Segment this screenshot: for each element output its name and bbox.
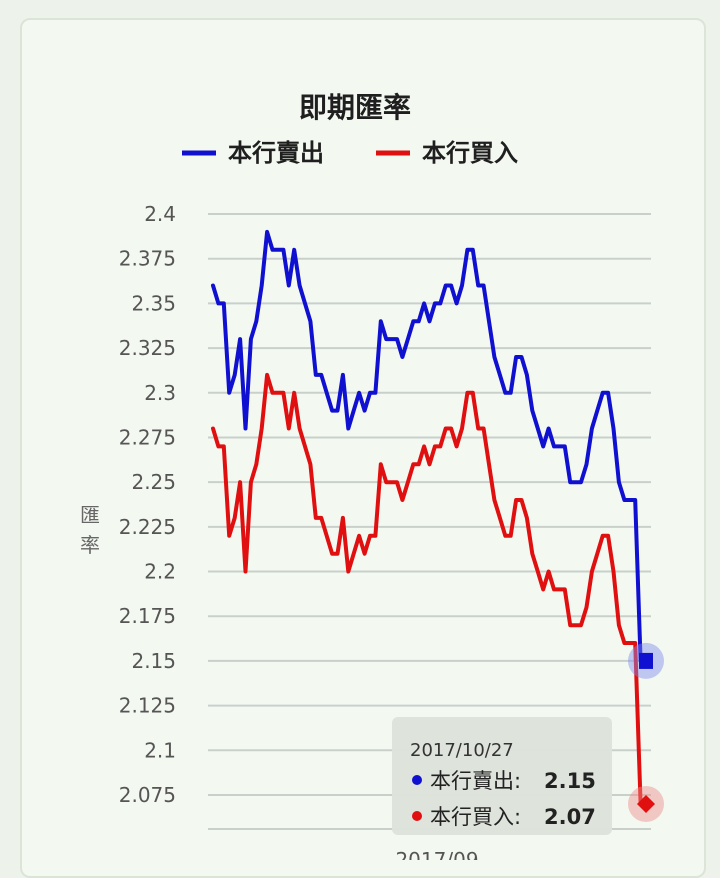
buy-marker[interactable] [637,794,655,813]
x-tick-label: 2017/09 [395,848,478,860]
tooltip-sell-value: 2.15 [544,769,596,793]
y-tick-label: 2.3 [144,381,176,405]
tooltip-date: 2017/10/27 [410,740,514,761]
y-tick-label: 2.325 [119,336,176,360]
y-axis-ticks: 2.4 2.375 2.35 2.325 2.3 2.275 2.25 2.225 2.2 2.1… [119,202,176,807]
buy-series-line [211,372,648,806]
tooltip-box [392,717,612,835]
tooltip: 2017/10/27 本行賣出: 2.15 本行買入: 2.07 [392,717,612,835]
y-tick-label: 2.35 [131,291,176,315]
y-tick-label: 2.1 [144,738,176,762]
y-tick-label: 2.175 [119,604,176,628]
legend: 本行賣出 本行買入 [182,139,518,167]
y-tick-label: 2.4 [144,202,176,226]
grid-lines [208,213,651,830]
markers[interactable] [628,642,664,822]
tooltip-sell-dot [412,775,422,785]
tooltip-sell-label: 本行賣出: [430,769,521,793]
y-axis-label-char: 率 [80,533,100,557]
y-tick-label: 2.15 [131,649,176,673]
y-tick-label: 2.375 [119,247,176,271]
y-tick-label: 2.125 [119,694,176,718]
y-tick-label: 2.075 [119,783,176,807]
y-tick-label: 2.225 [119,515,176,539]
legend-sell-label[interactable]: 本行賣出 [228,139,324,167]
sell-marker[interactable] [639,652,653,669]
tooltip-buy-label: 本行買入: [430,805,521,829]
y-tick-label: 2.25 [131,470,176,494]
exchange-rate-chart: 即期匯率 本行賣出 本行買入 2.4 2.375 2.35 2.325 2.3 2.275… [80,91,664,860]
legend-buy-label[interactable]: 本行買入 [422,139,518,167]
y-axis-label: 匯率 [80,503,100,557]
series-group [211,229,648,806]
y-tick-label: 2.275 [119,425,176,449]
sell-series-line [211,229,648,663]
y-tick-label: 2.2 [144,560,176,584]
y-axis-label-char: 匯 [80,503,100,527]
tooltip-buy-value: 2.07 [544,805,596,829]
tooltip-buy-dot [412,811,422,821]
chart-title: 即期匯率 [299,91,411,124]
x-axis-ticks: 2017/09 [395,848,478,860]
